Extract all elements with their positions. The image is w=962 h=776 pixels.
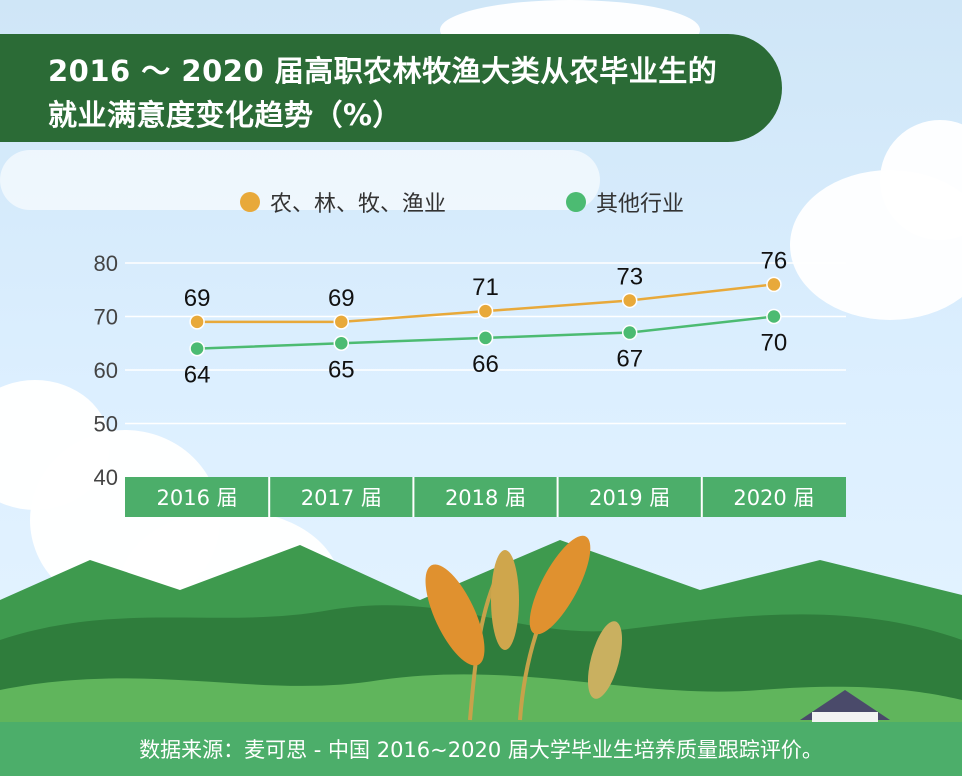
y-tick-label: 40: [94, 465, 118, 490]
plot-area: 40 50 60 70 80 2016 届 2017 届 2018 届 2019 届 2020 届…: [94, 247, 846, 517]
data-point-0: [766, 276, 782, 293]
data-point-1: [621, 324, 638, 341]
data-source-text: 数据来源：麦可思 - 中国 2016~2020 届大学毕业生培养质量跟踪评价。: [139, 738, 823, 762]
data-label-1: 70: [761, 330, 788, 357]
data-label-1: 65: [328, 356, 355, 383]
y-tick-label: 60: [94, 358, 118, 383]
x-tick-label: 2019 届: [589, 486, 670, 510]
y-tick-label: 50: [94, 412, 118, 437]
cloud-decoration: [790, 170, 962, 320]
legend-dot-other: [566, 192, 586, 212]
legend-label-other: 其他行业: [596, 192, 685, 217]
x-axis-band: [125, 477, 846, 517]
y-tick-label: 80: [94, 251, 118, 276]
data-label-1: 67: [616, 346, 643, 373]
data-label-0: 69: [328, 285, 355, 312]
data-point-1: [766, 308, 782, 325]
x-tick-label: 2017 届: [301, 486, 382, 510]
legend-item-other: 其他行业: [566, 186, 684, 218]
data-point-1: [333, 335, 350, 351]
data-label-0: 69: [184, 285, 211, 312]
legend-label-agri: 农、林、牧、渔业: [270, 192, 447, 217]
chart-title-line1: 2016 ～ 2020 届高职农林牧渔大类从农毕业生的: [48, 54, 718, 88]
data-point-1: [477, 330, 494, 346]
chart-title-line2: 就业满意度变化趋势（%）: [48, 98, 403, 132]
data-point-0: [477, 303, 494, 319]
x-tick-label: 2016 届: [157, 486, 238, 510]
data-point-0: [189, 314, 205, 330]
x-tick-label: 2020 届: [733, 486, 814, 510]
data-label-0: 73: [616, 263, 643, 290]
data-label-1: 64: [184, 362, 211, 389]
data-label-0: 76: [761, 247, 788, 274]
data-label-0: 71: [472, 274, 499, 301]
x-tick-label: 2018 届: [445, 486, 526, 510]
legend-item-agri: 农、林、牧、渔业: [240, 186, 446, 218]
data-point-1: [189, 340, 205, 357]
wheat-decoration: [425, 535, 623, 721]
data-point-0: [621, 292, 638, 309]
title-banner: 2016 ～ 2020 届高职农林牧渔大类从农毕业生的 就业满意度变化趋势（%）: [0, 34, 782, 142]
data-source-footer: 数据来源：麦可思 - 中国 2016~2020 届大学毕业生培养质量跟踪评价。: [0, 722, 962, 776]
cloud-decoration: [0, 150, 600, 210]
y-tick-label: 70: [94, 305, 118, 330]
data-point-0: [333, 314, 350, 330]
data-label-1: 66: [472, 351, 499, 378]
legend-dot-agri: [240, 192, 260, 212]
